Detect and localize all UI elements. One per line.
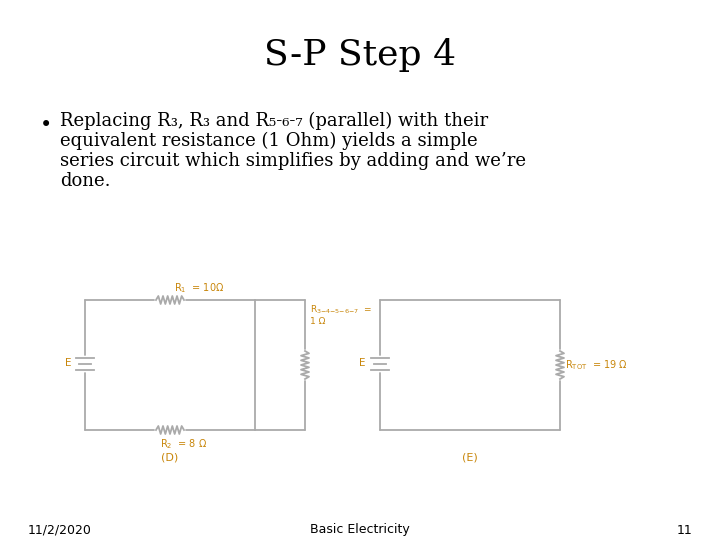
- Text: (D): (D): [161, 453, 179, 463]
- Text: (E): (E): [462, 453, 478, 463]
- Text: R$_2$  = 8 Ω: R$_2$ = 8 Ω: [160, 437, 207, 451]
- Text: R$_1$  = 10Ω: R$_1$ = 10Ω: [174, 281, 225, 295]
- Text: E: E: [359, 358, 366, 368]
- Text: equivalent resistance (1 Ohm) yields a simple: equivalent resistance (1 Ohm) yields a s…: [60, 132, 477, 150]
- Text: S-P Step 4: S-P Step 4: [264, 38, 456, 72]
- Text: •: •: [40, 116, 53, 135]
- Text: Replacing R₃, R₃ and R₅-₆-₇ (parallel) with their: Replacing R₃, R₃ and R₅-₆-₇ (parallel) w…: [60, 112, 488, 130]
- Text: series circuit which simplifies by adding and we’re: series circuit which simplifies by addin…: [60, 152, 526, 170]
- Text: 11/2/2020: 11/2/2020: [28, 523, 92, 537]
- Text: Basic Electricity: Basic Electricity: [310, 523, 410, 537]
- Text: R$_\mathrm{TOT}$  = 19 Ω: R$_\mathrm{TOT}$ = 19 Ω: [565, 358, 628, 372]
- Text: done.: done.: [60, 172, 110, 190]
- Text: 1 Ω: 1 Ω: [310, 318, 325, 327]
- Text: E: E: [65, 358, 71, 368]
- Text: R$_{3\mathregular{-}4\mathregular{-}5\mathregular{-}6\mathregular{-}7}$  =: R$_{3\mathregular{-}4\mathregular{-}5\ma…: [310, 303, 372, 316]
- Text: 11: 11: [676, 523, 692, 537]
